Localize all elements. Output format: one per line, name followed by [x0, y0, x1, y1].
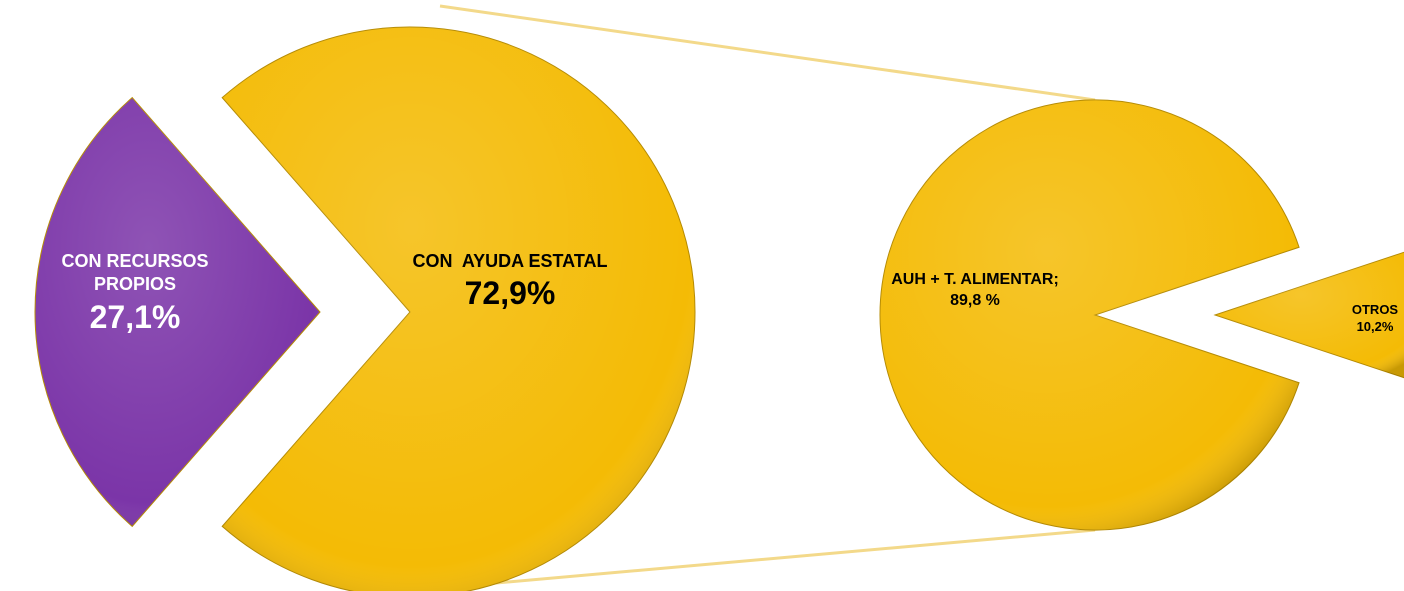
category-label: CON AYUDA ESTATAL	[412, 251, 608, 271]
value-label: 27,1%	[89, 298, 181, 335]
slice-shine	[1215, 252, 1404, 378]
value-label: 89,8 %	[950, 291, 1000, 309]
slice-label: CON RECURSOS PROPIOS 27,1%	[20, 250, 250, 338]
category-label: CON RECURSOS PROPIOS	[61, 251, 214, 295]
slice-shine	[35, 97, 321, 527]
value-label: 10,2%	[1356, 318, 1394, 334]
category-label: OTROS	[1351, 302, 1399, 317]
connector-line	[439, 528, 1096, 590]
slice-shine	[880, 99, 1300, 530]
slice-label: CON AYUDA ESTATAL 72,9%	[400, 250, 620, 315]
slice-label: OTROS 10,2%	[1325, 302, 1404, 336]
slice-shine	[222, 27, 695, 591]
slice-label: AUH + T. ALIMENTAR; 89,8 %	[880, 270, 1070, 312]
connector-line	[439, 4, 1096, 102]
category-label: AUH + T. ALIMENTAR;	[891, 271, 1059, 288]
value-label: 72,9%	[464, 275, 556, 312]
